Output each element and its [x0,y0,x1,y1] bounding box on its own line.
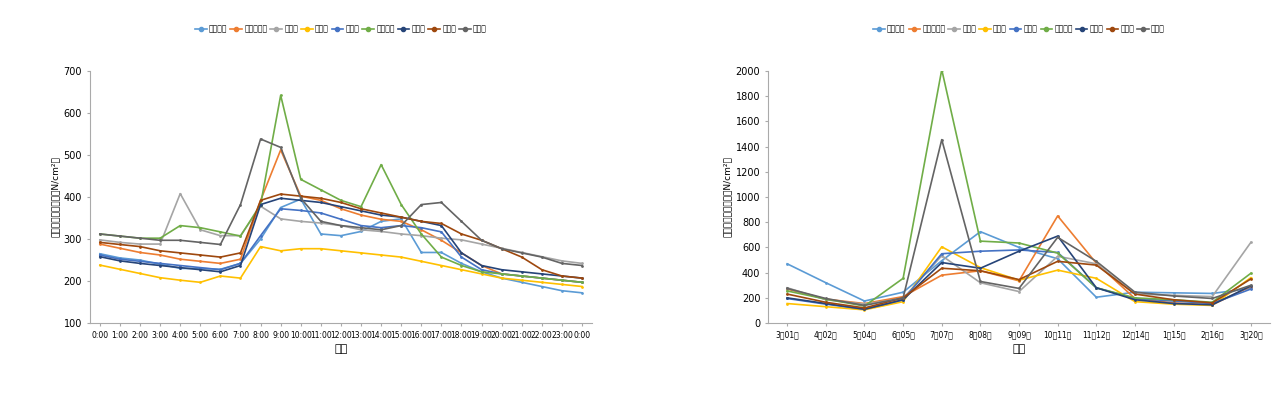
Legend: 公园大门, 大门茂密林, 荷花池, 乔灣草, 小广场, 音乐广场, 八角亭, 水杉林, 大草坪: 公园大门, 大门茂密林, 荷花池, 乔灣草, 小广场, 音乐广场, 八角亭, 水… [874,24,1165,33]
X-axis label: 时间: 时间 [1012,344,1025,354]
Y-axis label: 负离子浓度日均值（N/cm²）: 负离子浓度日均值（N/cm²） [50,156,59,238]
Legend: 公园大门, 大门茂密林, 荷花池, 乔灣草, 小广场, 音乐广场, 八角亭, 水杉林, 大草坪: 公园大门, 大门茂密林, 荷花池, 乔灣草, 小广场, 音乐广场, 八角亭, 水… [195,24,486,33]
X-axis label: 时间: 时间 [335,344,348,354]
Y-axis label: 负离子浓度日均值（N/cm²）: 负离子浓度日均值（N/cm²） [722,156,731,238]
